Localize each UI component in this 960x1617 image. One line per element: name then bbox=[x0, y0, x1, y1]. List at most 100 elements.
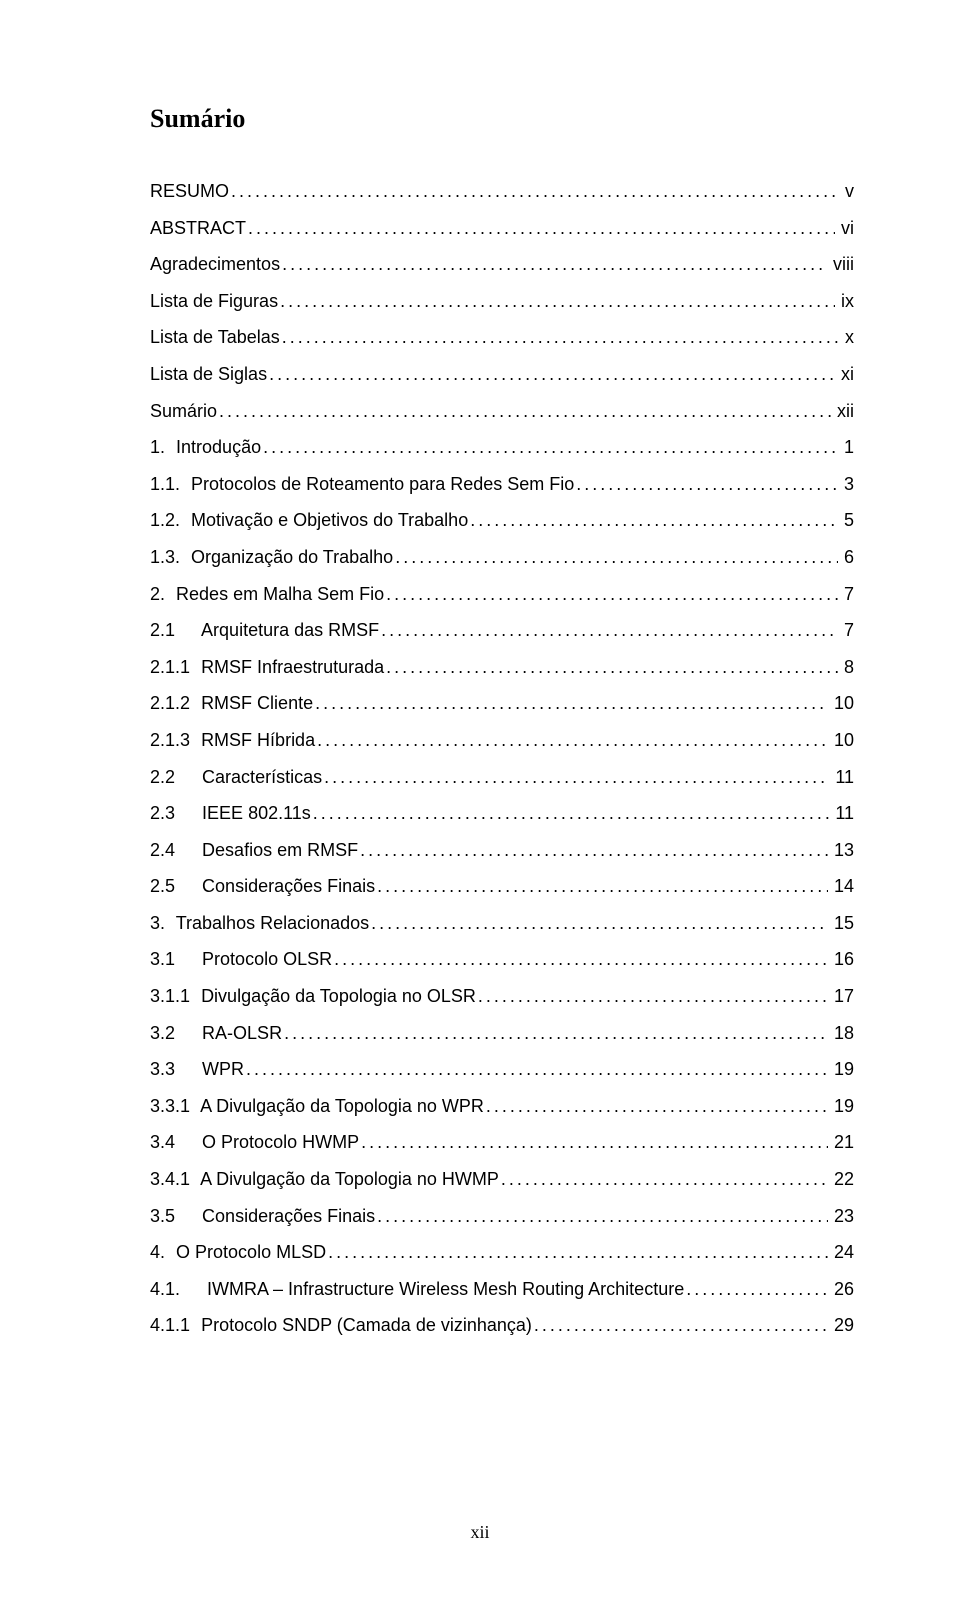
toc-entry-page: 14 bbox=[828, 877, 854, 895]
toc-entry-text: Motivação e Objetivos do Trabalho bbox=[191, 510, 468, 530]
toc-entry-number: 1.1. bbox=[150, 474, 180, 494]
toc-entry-number: 3.5 bbox=[150, 1206, 175, 1226]
toc-entry-page: 16 bbox=[828, 950, 854, 968]
toc-row: 1.2. Motivação e Objetivos do Trabalho 5 bbox=[150, 511, 854, 529]
toc-row: 2.1.1 RMSF Infraestruturada 8 bbox=[150, 658, 854, 676]
toc-entry-text: O Protocolo HWMP bbox=[202, 1132, 359, 1152]
toc-entry-number: 2.1.3 bbox=[150, 730, 190, 750]
toc-entry-page: 1 bbox=[838, 438, 854, 456]
toc-entry-number: 3. bbox=[150, 913, 165, 933]
toc-entry-number: 2.4 bbox=[150, 840, 175, 860]
toc-row: ABSTRACT vi bbox=[150, 219, 854, 237]
toc-entry-label: 2. Redes em Malha Sem Fio bbox=[150, 585, 386, 603]
toc-entry-label: 2.1.2 RMSF Cliente bbox=[150, 694, 315, 712]
toc-entry-page: ix bbox=[835, 292, 854, 310]
toc-entry-number: 2. bbox=[150, 584, 165, 604]
toc-entry-page: 24 bbox=[828, 1243, 854, 1261]
toc-row: Agradecimentos viii bbox=[150, 255, 854, 273]
toc-entry-text: Introdução bbox=[176, 437, 261, 457]
toc-entry-label: 2.5 Considerações Finais bbox=[150, 877, 377, 895]
toc-entry-text: Lista de Siglas bbox=[150, 364, 267, 384]
toc-entry-number: 1.3. bbox=[150, 547, 180, 567]
toc-leader-dots bbox=[381, 621, 838, 639]
toc-entry-label: 3.1 Protocolo OLSR bbox=[150, 950, 334, 968]
toc-entry-text: Organização do Trabalho bbox=[191, 547, 393, 567]
toc-entry-label: 4.1.1 Protocolo SNDP (Camada de vizinhan… bbox=[150, 1316, 534, 1334]
toc-row: 2.5 Considerações Finais 14 bbox=[150, 877, 854, 895]
toc-entry-text: Protocolos de Roteamento para Redes Sem … bbox=[191, 474, 574, 494]
toc-entry-page: 10 bbox=[828, 694, 854, 712]
toc-row: 2.2 Características 11 bbox=[150, 768, 854, 786]
toc-entry-page: vi bbox=[835, 219, 854, 237]
toc-entry-label: 3.1.1 Divulgação da Topologia no OLSR bbox=[150, 987, 478, 1005]
toc-entry-text: WPR bbox=[202, 1059, 244, 1079]
toc-entry-text: RMSF Infraestruturada bbox=[201, 657, 384, 677]
toc-entry-page: 7 bbox=[838, 621, 854, 639]
toc-leader-dots bbox=[686, 1280, 828, 1298]
toc-leader-dots bbox=[371, 914, 828, 932]
toc-entry-label: 1. Introdução bbox=[150, 438, 263, 456]
toc-entry-page: 10 bbox=[828, 731, 854, 749]
toc-leader-dots bbox=[263, 438, 838, 456]
toc-row: 1. Introdução 1 bbox=[150, 438, 854, 456]
toc-entry-text: Lista de Tabelas bbox=[150, 327, 280, 347]
toc-entry-label: 3.2 RA-OLSR bbox=[150, 1024, 284, 1042]
toc-entry-label: 3.5 Considerações Finais bbox=[150, 1207, 377, 1225]
toc-leader-dots bbox=[313, 804, 830, 822]
toc-entry-label: 2.1 Arquitetura das RMSF bbox=[150, 621, 381, 639]
toc-entry-text: RMSF Híbrida bbox=[201, 730, 315, 750]
toc-leader-dots bbox=[377, 1207, 828, 1225]
toc-entry-text: Agradecimentos bbox=[150, 254, 280, 274]
toc-entry-page: 21 bbox=[828, 1133, 854, 1151]
toc-entry-page: 23 bbox=[828, 1207, 854, 1225]
toc-entry-number: 3.1 bbox=[150, 949, 175, 969]
toc-row: 3.1.1 Divulgação da Topologia no OLSR 17 bbox=[150, 987, 854, 1005]
toc-entry-number: 2.2 bbox=[150, 767, 175, 787]
toc-leader-dots bbox=[486, 1097, 828, 1115]
toc-entry-number: 3.3.1 bbox=[150, 1096, 190, 1116]
toc-entry-text: Lista de Figuras bbox=[150, 291, 278, 311]
toc-entry-text: Características bbox=[202, 767, 322, 787]
toc-entry-page: 3 bbox=[838, 475, 854, 493]
toc-row: 3.5 Considerações Finais 23 bbox=[150, 1207, 854, 1225]
toc-entry-label: ABSTRACT bbox=[150, 219, 248, 237]
toc-row: 3.2 RA-OLSR 18 bbox=[150, 1024, 854, 1042]
toc-leader-dots bbox=[470, 511, 838, 529]
toc-entry-label: 4. O Protocolo MLSD bbox=[150, 1243, 328, 1261]
toc-leader-dots bbox=[534, 1316, 828, 1334]
toc-leader-dots bbox=[246, 1060, 828, 1078]
toc-entry-page: 7 bbox=[838, 585, 854, 603]
toc-row: 3.3.1 A Divulgação da Topologia no WPR 1… bbox=[150, 1097, 854, 1115]
toc-entry-text: Desafios em RMSF bbox=[202, 840, 358, 860]
toc-entry-text: Protocolo SNDP (Camada de vizinhança) bbox=[201, 1315, 532, 1335]
toc-leader-dots bbox=[284, 1024, 828, 1042]
toc-leader-dots bbox=[317, 731, 828, 749]
toc-entry-page: 19 bbox=[828, 1097, 854, 1115]
toc-entry-label: 1.1. Protocolos de Roteamento para Redes… bbox=[150, 475, 576, 493]
toc-entry-label: 2.1.1 RMSF Infraestruturada bbox=[150, 658, 386, 676]
toc-entry-page: 8 bbox=[838, 658, 854, 676]
toc-entry-text: Redes em Malha Sem Fio bbox=[176, 584, 384, 604]
page-title: Sumário bbox=[150, 104, 854, 134]
toc-entry-text: Considerações Finais bbox=[202, 876, 375, 896]
toc-entry-page: xii bbox=[831, 402, 854, 420]
toc-row: 2.1 Arquitetura das RMSF 7 bbox=[150, 621, 854, 639]
toc-row: 3.4 O Protocolo HWMP 21 bbox=[150, 1133, 854, 1151]
page: Sumário RESUMO vABSTRACT viAgradecimento… bbox=[0, 0, 960, 1617]
toc-entry-number: 3.4 bbox=[150, 1132, 175, 1152]
toc-row: 4.1.1 Protocolo SNDP (Camada de vizinhan… bbox=[150, 1316, 854, 1334]
toc-leader-dots bbox=[328, 1243, 828, 1261]
toc-entry-text: RA-OLSR bbox=[202, 1023, 282, 1043]
toc-entry-text: Trabalhos Relacionados bbox=[176, 913, 369, 933]
toc-leader-dots bbox=[361, 1133, 828, 1151]
toc-entry-label: Sumário bbox=[150, 402, 219, 420]
toc-entry-label: 3.3 WPR bbox=[150, 1060, 246, 1078]
toc-row: 4. O Protocolo MLSD 24 bbox=[150, 1243, 854, 1261]
toc-row: 2.1.3 RMSF Híbrida 10 bbox=[150, 731, 854, 749]
toc-entry-label: Agradecimentos bbox=[150, 255, 282, 273]
toc-entry-label: 3. Trabalhos Relacionados bbox=[150, 914, 371, 932]
toc-entry-page: 17 bbox=[828, 987, 854, 1005]
toc-leader-dots bbox=[282, 255, 827, 273]
toc-entry-text: O Protocolo MLSD bbox=[176, 1242, 326, 1262]
toc-entry-text: Protocolo OLSR bbox=[202, 949, 332, 969]
